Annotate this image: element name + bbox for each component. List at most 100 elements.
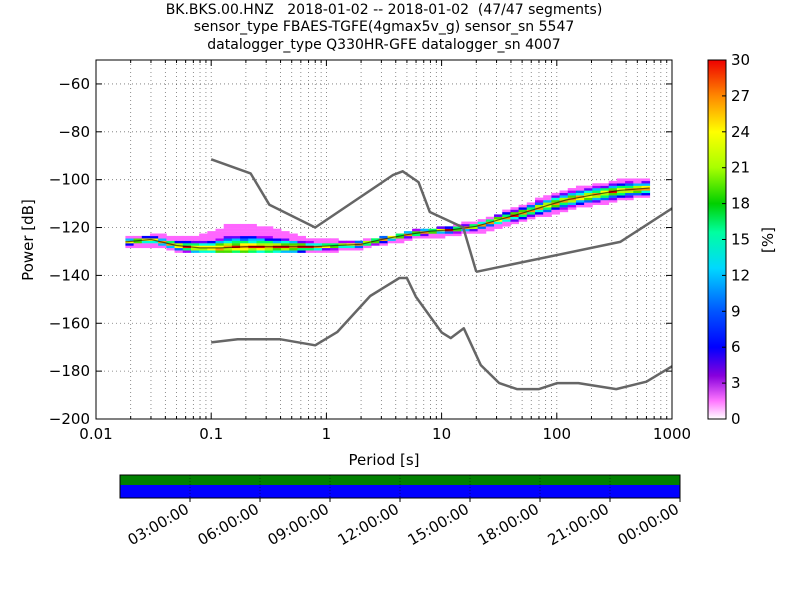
y-axis-label: Power [dB] (19, 199, 37, 281)
psd-cell (166, 240, 175, 244)
psd-cell (256, 231, 266, 234)
psd-cell (534, 214, 544, 217)
psd-cell (207, 231, 216, 234)
psd-cell (215, 233, 225, 237)
psd-cell (526, 214, 536, 217)
psd-cell (322, 238, 331, 241)
psd-cell (641, 188, 651, 191)
psd-cell (248, 235, 257, 239)
psd-cell (256, 226, 266, 229)
psd-cell (494, 216, 503, 220)
psd-cell (289, 235, 298, 239)
psd-cell (379, 240, 388, 244)
psd-cell (616, 195, 626, 198)
psd-cell (158, 233, 167, 237)
psd-cell (559, 202, 569, 205)
psd-cell (346, 245, 356, 249)
y-tick-label: −60 (58, 75, 90, 93)
psd-cell (125, 243, 134, 246)
psd-cell (592, 195, 601, 198)
psd-cell (264, 231, 274, 234)
psd-cell (567, 200, 577, 203)
colorbar-label: [%] (759, 227, 777, 253)
psd-cell (248, 238, 257, 241)
psd-cell (256, 228, 266, 232)
psd-cell (444, 231, 454, 234)
psd-cell (199, 238, 208, 241)
psd-cell (494, 221, 503, 225)
colorbar-tick-label: 21 (731, 159, 750, 177)
psd-cell (575, 190, 585, 194)
psd-cell (633, 190, 642, 194)
data-coverage-timeline: 03:00:00 06:00:00 09:00:00 12:00:00 15:00:00… (119, 474, 682, 549)
psd-cell (215, 240, 225, 244)
psd-cell (461, 221, 470, 225)
psd-cell (240, 228, 249, 232)
psd-cell (166, 238, 175, 241)
psd-cell (133, 235, 143, 239)
psd-cell (543, 204, 552, 208)
psd-cell (305, 243, 315, 246)
psd-cell (207, 243, 216, 246)
psd-mode-line (125, 187, 650, 249)
psd-cell (199, 245, 208, 249)
psd-cell (297, 240, 307, 244)
psd-cell (354, 245, 364, 249)
psd-cell (264, 247, 274, 251)
psd-cell (281, 243, 290, 246)
psd-cell (158, 245, 167, 249)
psd-cell (215, 228, 225, 232)
psd-cell (616, 192, 626, 196)
psd-cell (510, 216, 520, 220)
psd-cell (600, 195, 610, 198)
psd-cell (502, 214, 511, 217)
new-high-noise-model-tail (476, 207, 672, 274)
psd-cell (133, 240, 143, 244)
psd-cell (633, 192, 642, 196)
psd-cell (190, 235, 200, 239)
psd-cell (297, 243, 307, 246)
psd-cell (223, 240, 233, 244)
psd-cell (625, 192, 634, 196)
psd-cell (199, 243, 208, 246)
psd-cell (526, 211, 536, 215)
psd-cell (526, 207, 536, 210)
psd-cell (551, 200, 560, 203)
psd-cell (575, 185, 585, 189)
psd-cell (444, 233, 454, 237)
psd-cell (543, 202, 552, 205)
psd-cell (428, 235, 438, 239)
psd-cell (387, 240, 397, 244)
psd-cell (534, 204, 544, 208)
psd-cell (248, 247, 257, 251)
psd-cell (592, 197, 601, 201)
psd-cell (510, 221, 520, 225)
psd-cell (510, 209, 520, 213)
psd-cell (395, 240, 405, 244)
psd-cell (182, 240, 192, 244)
psd-cell (362, 245, 372, 249)
psd-cell (567, 202, 577, 205)
psd-cell (469, 223, 479, 227)
psd-cell (502, 211, 511, 215)
psd-cell (395, 235, 405, 239)
psd-cell (395, 238, 405, 241)
psd-cell (223, 235, 233, 239)
psd-cell (477, 231, 487, 234)
psd-cell (289, 240, 298, 244)
psd-cell (313, 247, 323, 251)
psd-cell (567, 207, 577, 210)
psd-cell (354, 247, 364, 251)
psd-cell (256, 250, 266, 253)
psd-cell (264, 228, 274, 232)
psd-cell (133, 243, 143, 246)
psd-cell (248, 223, 257, 227)
psd-cell (158, 235, 167, 239)
psd-cell (616, 197, 626, 201)
timeline-tick-label: 09:00:00 (265, 500, 332, 549)
psd-cell (420, 233, 429, 237)
psd-cell (461, 228, 470, 232)
psd-cell (567, 204, 577, 208)
psd-cell (502, 209, 511, 213)
psd-cell (600, 200, 610, 203)
